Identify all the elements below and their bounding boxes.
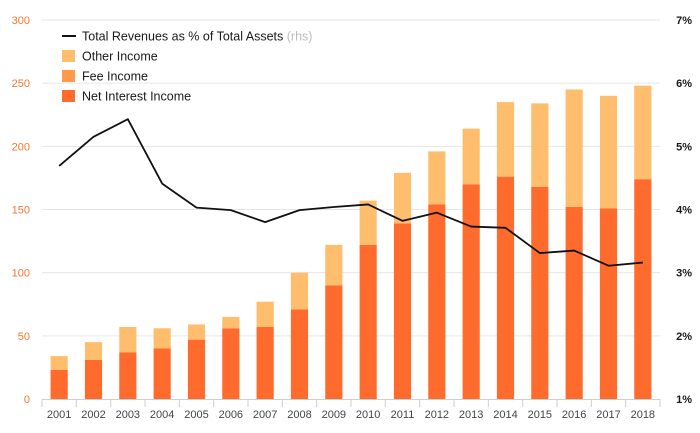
y-left-tick-label: 50 [18,331,30,343]
line-series [58,118,643,267]
x-tick-label: 2009 [322,409,346,421]
bar-net-interest-income [428,204,446,399]
legend-box-swatch [62,70,75,82]
x-tick-label: 2001 [47,409,71,421]
bars [50,85,652,399]
axes: 0 50 100 150 200 250 300 1% 2% 3% 4% 5% 6% 7% 2001 2002… [12,15,693,421]
y-right-tick-label: 5% [676,141,692,153]
bar-other-income [428,151,446,205]
bar-other-income [187,324,206,340]
legend-label-text: Fee Income [82,70,148,84]
bar-other-income [50,356,68,370]
y-left-tick-label: 300 [12,15,30,27]
bar-net-interest-income [599,208,618,399]
bar-other-income [599,95,618,209]
y-left-tick-label: 200 [12,141,30,153]
bar-other-income [496,102,515,177]
bar-net-interest-income [531,186,549,399]
bar-other-income [153,328,171,349]
bar-other-income [119,326,137,353]
bar-net-interest-income [325,285,343,399]
legend-box-swatch [62,90,75,102]
x-tick-label: 2013 [459,409,483,421]
bar-other-income [256,301,274,327]
bar-net-interest-income [462,184,480,399]
x-tick-label: 2006 [219,409,243,421]
legend-box-swatch [62,50,75,62]
y-left-tick-label: 100 [12,268,30,280]
y-right-tick-label: 4% [676,205,692,217]
legend-label-text: Total Revenues as % of Total Assets [82,30,283,44]
x-tick-label: 2018 [631,409,655,421]
bar-net-interest-income [50,369,68,399]
bar-other-income [84,342,103,360]
x-tick-label: 2012 [425,409,449,421]
y-left-tick-label: 250 [12,78,30,90]
bar-other-income [393,172,412,224]
legend-label: Fee Income [82,70,148,84]
bar-other-income [359,200,377,245]
x-tick-label: 2002 [81,409,105,421]
legend-label-text: Net Interest Income [82,90,191,104]
legend-label: Net Interest Income [82,90,191,104]
bar-other-income [462,128,480,185]
bar-net-interest-income [359,244,377,399]
x-tick-label: 2005 [184,409,208,421]
bar-net-interest-income [496,176,515,399]
bar-net-interest-income [84,359,103,399]
bar-net-interest-income [119,352,137,399]
bar-other-income [634,85,652,180]
bar-other-income [565,89,583,207]
bar-net-interest-income [290,309,309,399]
y-right-tick-label: 6% [676,78,692,90]
bar-net-interest-income [256,326,274,399]
x-tick-label: 2003 [116,409,140,421]
y-right-tick-label: 2% [676,331,692,343]
legend-label: Total Revenues as % of Total Assets (rhs… [82,30,312,44]
y-right-tick-label: 7% [676,15,692,27]
x-tick-label: 2015 [528,409,552,421]
legend-label: Other Income [82,50,158,64]
bar-net-interest-income [153,348,171,399]
x-tick-label: 2004 [150,409,174,421]
bar-other-income [531,103,549,187]
legend-note: (rhs) [283,30,312,44]
grid-lines [42,19,660,337]
bar-other-income [290,272,309,310]
y-right-tick-label: 3% [676,268,692,280]
line-total-revenues-pct-assets [58,118,643,267]
bar-net-interest-income [222,328,240,399]
legend-label-text: Other Income [82,50,158,64]
x-tick-label: 2010 [356,409,380,421]
legend: Total Revenues as % of Total Assets (rhs… [62,30,312,104]
y-left-tick-label: 0 [24,394,30,406]
y-left-tick-label: 150 [12,205,30,217]
bar-net-interest-income [187,339,206,399]
bar-other-income [222,316,240,329]
x-tick-label: 2008 [287,409,311,421]
x-tick-label: 2014 [493,409,517,421]
bar-net-interest-income [393,223,412,399]
x-tick-label: 2016 [562,409,586,421]
x-tick-label: 2007 [253,409,277,421]
bar-net-interest-income [634,179,652,399]
y-right-tick-label: 1% [676,394,692,406]
bar-net-interest-income [565,206,583,399]
bar-other-income [325,244,343,286]
x-tick-label: 2011 [391,409,415,421]
x-tick-label: 2017 [596,409,620,421]
